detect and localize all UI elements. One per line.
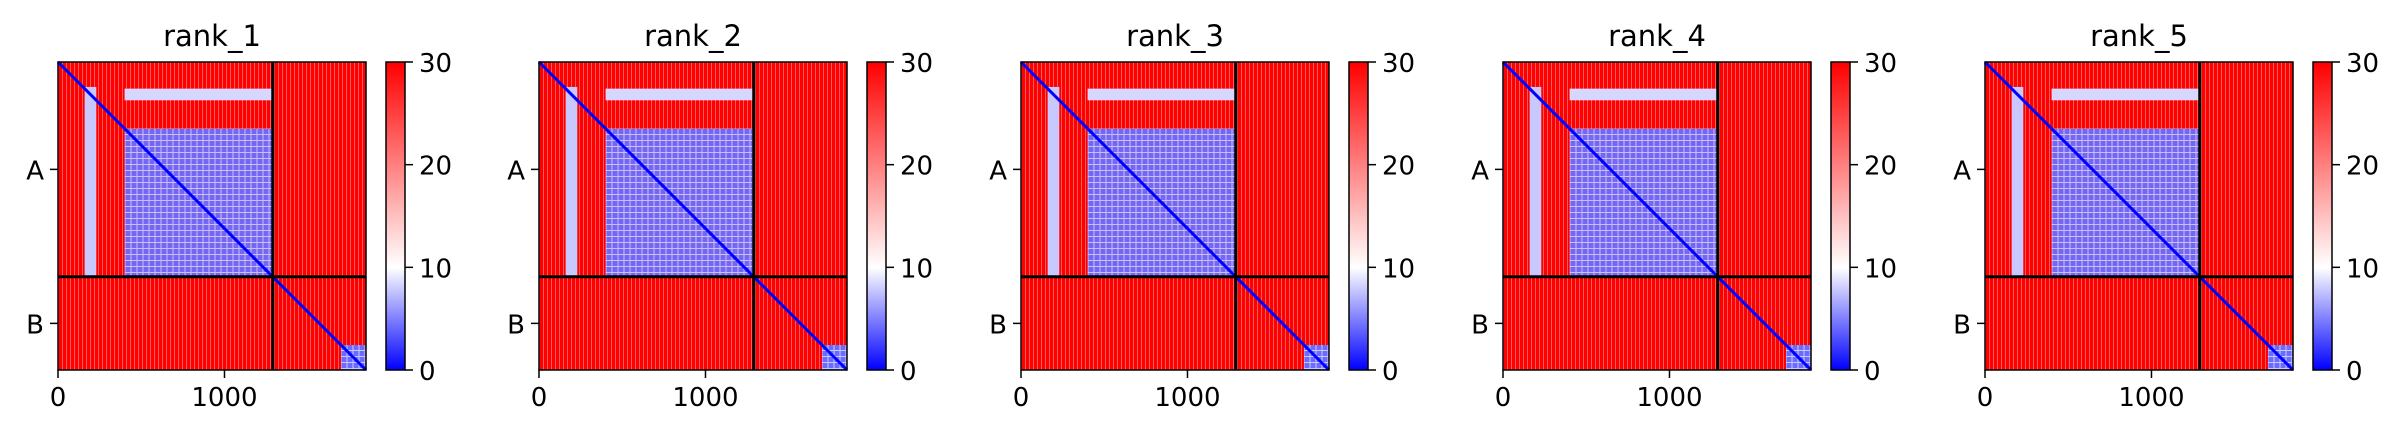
y-chain-label: B	[507, 310, 525, 340]
heatmap-frame	[57, 61, 367, 371]
colorbar-tick-label: 10	[900, 254, 933, 284]
panel-title: rank_1	[163, 19, 261, 53]
colorbar-tick-label: 20	[900, 152, 933, 182]
heatmap-frame	[1502, 61, 1812, 371]
chain-a-nterm-column	[565, 86, 578, 277]
colorbar-tick-label: 0	[1864, 357, 1881, 387]
panel-title: rank_3	[1126, 19, 1224, 53]
heatmap-panel: rank_4 A B 0 1000 0 10 20 30	[1471, 19, 1897, 413]
chain-a-nterm-row	[1569, 88, 1718, 101]
colorbar: 0 10 20 30	[2312, 49, 2379, 387]
colorbar-tick-label: 30	[419, 49, 452, 79]
chain-a-nterm-column	[84, 86, 97, 277]
chain-a-nterm-row	[1087, 88, 1236, 101]
x-tick-label: 1000	[2118, 383, 2184, 413]
heatmap-frame	[538, 61, 848, 371]
x-tick-label: 1000	[1154, 383, 1220, 413]
colorbar-tick-label: 30	[1864, 49, 1897, 79]
colorbar: 0 10 20 30	[1348, 49, 1415, 387]
colorbar-tick-label: 10	[1382, 254, 1415, 284]
colorbar-tick-label: 10	[1864, 254, 1897, 284]
y-chain-label: B	[26, 310, 44, 340]
colorbar-gradient	[2312, 61, 2333, 371]
x-tick-label: 1000	[191, 383, 257, 413]
chain-a-nterm-column	[2011, 86, 2024, 277]
y-chain-label: A	[26, 156, 44, 186]
colorbar-tick-label: 10	[419, 254, 452, 284]
x-tick-label: 1000	[1636, 383, 1702, 413]
panel-title: rank_5	[2090, 19, 2188, 53]
colorbar-tick-label: 10	[2346, 254, 2379, 284]
x-tick-label: 0	[531, 383, 548, 413]
heatmap-panel: rank_2 A B 0 1000 0 10 20 30	[507, 19, 933, 413]
diagonal-line	[1501, 60, 1813, 372]
chain-a-nterm-column	[1529, 86, 1542, 277]
colorbar-tick-label: 20	[1864, 152, 1897, 182]
y-chain-label: B	[1953, 310, 1971, 340]
y-chain-label: A	[1953, 156, 1971, 186]
chain-a-nterm-row	[605, 88, 754, 101]
colorbar-tick-label: 30	[2346, 49, 2379, 79]
colorbar-tick-label: 30	[900, 49, 933, 79]
x-tick-label: 0	[1013, 383, 1030, 413]
colorbar-tick-label: 30	[1382, 49, 1415, 79]
y-chain-label: A	[989, 156, 1007, 186]
colorbar: 0 10 20 30	[385, 49, 452, 387]
colorbar-tick-label: 0	[419, 357, 436, 387]
y-chain-label: A	[1471, 156, 1489, 186]
diagonal-line	[1019, 60, 1331, 372]
chain-a-nterm-column	[1047, 86, 1060, 277]
chain-a-nterm-row	[2051, 88, 2200, 101]
y-chain-label: A	[507, 156, 525, 186]
colorbar-tick-label: 20	[1382, 152, 1415, 182]
panel-title: rank_2	[644, 19, 742, 53]
colorbar-tick-label: 0	[2346, 357, 2363, 387]
y-chain-label: B	[989, 310, 1007, 340]
colorbar-tick-label: 20	[419, 152, 452, 182]
heatmap-panel: rank_5 A B 0 1000 0 10 20 30	[1953, 19, 2379, 413]
x-tick-label: 0	[50, 383, 67, 413]
x-tick-label: 1000	[672, 383, 738, 413]
colorbar-gradient	[1830, 61, 1851, 371]
chain-a-nterm-row	[124, 88, 273, 101]
panel-title: rank_4	[1608, 19, 1706, 53]
diagonal-line	[56, 60, 368, 372]
colorbar-tick-label: 0	[1382, 357, 1399, 387]
colorbar-tick-label: 0	[900, 357, 917, 387]
colorbar: 0 10 20 30	[866, 49, 933, 387]
x-tick-label: 0	[1977, 383, 1994, 413]
heatmap-frame	[1984, 61, 2294, 371]
y-chain-label: B	[1471, 310, 1489, 340]
colorbar: 0 10 20 30	[1830, 49, 1897, 387]
x-tick-label: 0	[1495, 383, 1512, 413]
diagonal-line	[537, 60, 849, 372]
colorbar-gradient	[385, 61, 406, 371]
colorbar-gradient	[1348, 61, 1369, 371]
heatmap-panel: rank_3 A B 0 1000 0 10 20 30	[989, 19, 1415, 413]
diagonal-line	[1983, 60, 2295, 372]
heatmap-panel: rank_1 A B 0 1000 0 10 20 30	[26, 19, 452, 413]
colorbar-tick-label: 20	[2346, 152, 2379, 182]
heatmap-frame	[1020, 61, 1330, 371]
colorbar-gradient	[866, 61, 887, 371]
